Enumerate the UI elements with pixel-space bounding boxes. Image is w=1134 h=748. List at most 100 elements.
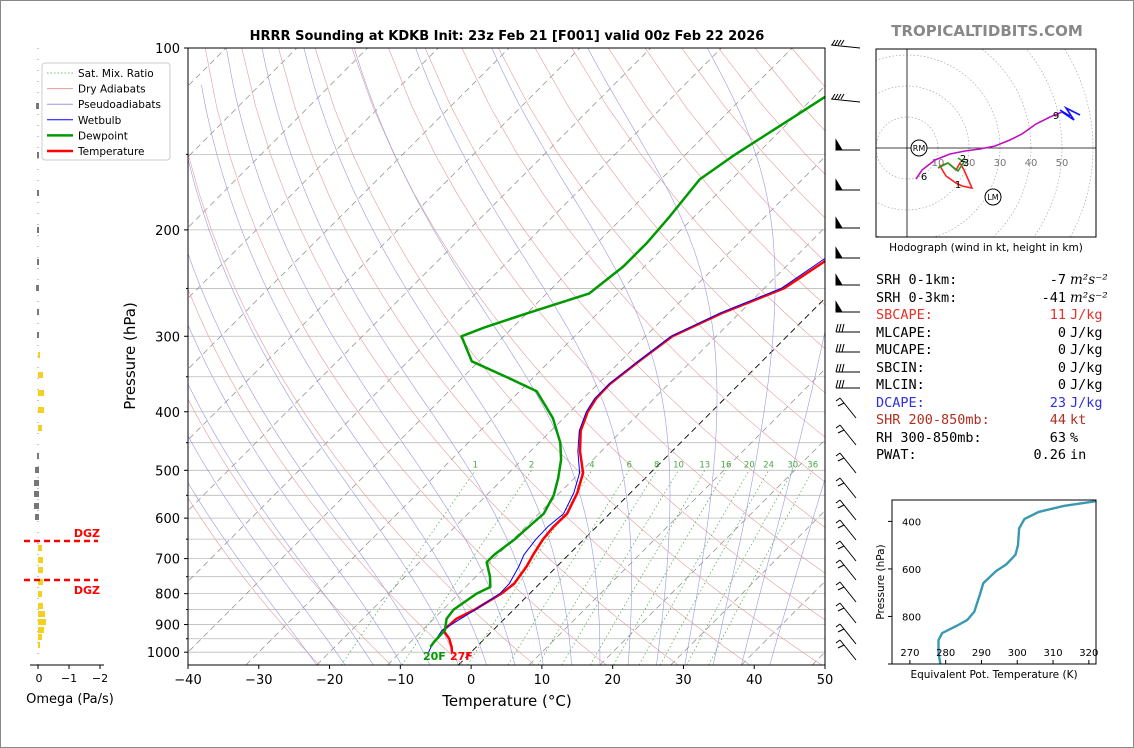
- legend-entry: Temperature: [77, 146, 145, 158]
- surface-dewpoint-label: 20F: [423, 650, 446, 663]
- theta-e-line: [937, 500, 1096, 664]
- skewt-legend: Sat. Mix. Ratio Dry Adiabats Pseudoadiabat…: [41, 62, 171, 161]
- param-row: SRH 0-1km: -7 m²s⁻²: [876, 272, 1126, 290]
- theta-e-xlabel: Equivalent Pot. Temperature (K): [910, 669, 1077, 681]
- param-row: MLCIN: 0 J/kg: [876, 377, 1126, 395]
- mixing-ratio-label: 24: [763, 460, 774, 470]
- param-value: 63: [1049, 429, 1066, 446]
- mixing-ratio-label: 4: [589, 460, 594, 470]
- omega-tick-1: −1: [61, 672, 77, 685]
- legend-entry: Dry Adiabats: [78, 84, 146, 96]
- mixing-ratio-label: 6: [627, 460, 632, 470]
- mixing-ratio-label: 1: [473, 460, 478, 470]
- param-label: MLCIN:: [876, 377, 925, 393]
- y-tick-label: 300: [155, 330, 180, 345]
- hodograph-height-label: 3: [963, 158, 969, 169]
- hodograph-marker-rm: RM: [913, 144, 926, 153]
- y-tick-label: 100: [155, 42, 180, 57]
- omega-tick-0: 0: [36, 672, 43, 685]
- x-tick-label: 20: [604, 673, 621, 688]
- param-row: SHR 200-850mb: 44 kt: [876, 412, 1126, 430]
- x-tick-label: 10: [534, 673, 551, 688]
- wind-barbs: [830, 39, 861, 661]
- param-row: PWAT: 0.26 in: [876, 447, 1126, 465]
- param-label: SBCIN:: [876, 359, 925, 376]
- mixing-ratio-label: 10: [673, 460, 684, 470]
- x-tick-label: −40: [174, 673, 201, 688]
- hodograph-ring-label: 50: [1056, 158, 1069, 169]
- y-tick-label: 700: [155, 553, 180, 568]
- param-value: 44: [1049, 412, 1066, 428]
- param-row: RH 300-850mb: 63%: [876, 430, 1126, 448]
- mixing-ratio-label: 13: [699, 460, 710, 470]
- param-value: 0: [1057, 377, 1066, 393]
- skewt-series: [428, 95, 825, 653]
- y-tick-label: 1000: [147, 646, 180, 661]
- y-tick-label: 900: [155, 619, 180, 634]
- legend-entry: Sat. Mix. Ratio: [78, 68, 154, 80]
- dgz-lower-label: DGZ: [74, 584, 100, 597]
- y-tick-label: 500: [155, 464, 180, 479]
- skewt-background-lines: 1 2 4 6 8 10 13 16 20 24 30 36: [188, 48, 825, 665]
- param-unit: J/kg: [1070, 394, 1103, 411]
- param-value: 0.26: [1033, 447, 1066, 463]
- param-label: SHR 200-850mb:: [876, 412, 990, 428]
- y-tick-label: 200: [155, 224, 180, 239]
- param-row: SBCIN: 0 J/kg: [876, 360, 1126, 378]
- sounding-parameters: SRH 0-1km: -7 m²s⁻² SRH 0-3km: -41 m²s⁻² SBCAP…: [876, 272, 1126, 465]
- y-tick-label: 400: [155, 406, 180, 421]
- param-row: SRH 0-3km: -41 m²s⁻²: [876, 290, 1126, 308]
- hodograph-height-label: 6: [921, 172, 927, 183]
- theta-e-x-tick: 270: [900, 648, 919, 659]
- param-unit: m²s⁻²: [1070, 272, 1108, 288]
- legend-entry: Wetbulb: [78, 115, 122, 127]
- param-label: SRH 0-3km:: [876, 289, 958, 306]
- skewt-ylabel: Pressure (hPa): [121, 302, 139, 410]
- legend-entry: Dewpoint: [78, 130, 128, 142]
- watermark: TROPICALTIDBITS.COM: [891, 22, 1083, 40]
- theta-e-ylabel: Pressure (hPa): [875, 544, 887, 619]
- param-value: -41: [1041, 289, 1066, 306]
- param-unit: kt: [1070, 412, 1087, 428]
- param-unit: J/kg: [1070, 377, 1103, 393]
- hodograph-height-label: 9: [1053, 111, 1059, 122]
- hodograph-caption: Hodograph (wind in kt, height in km): [889, 242, 1083, 254]
- omega-panel: DGZ DGZ 0 −1 −2 Omega (Pa/s): [24, 48, 114, 707]
- param-label: DCAPE:: [876, 394, 925, 411]
- hodograph-marker-lm: LM: [987, 193, 998, 202]
- omega-tick-2: −2: [92, 672, 108, 685]
- y-tick-label: 600: [155, 512, 180, 527]
- x-tick-label: 0: [467, 673, 475, 688]
- param-unit: m²s⁻²: [1070, 289, 1108, 306]
- param-value: 0: [1057, 359, 1066, 376]
- param-value: 0: [1057, 324, 1066, 341]
- param-label: PWAT:: [876, 447, 917, 463]
- theta-e-y-tick: 800: [902, 612, 921, 623]
- x-tick-label: −20: [316, 673, 343, 688]
- x-tick-label: 50: [817, 673, 834, 688]
- theta-e-x-tick: 310: [1044, 648, 1063, 659]
- skewt-title: HRRR Sounding at KDKB Init: 23z Feb 21 […: [250, 29, 765, 44]
- param-label: RH 300-850mb:: [876, 429, 982, 446]
- param-unit: J/kg: [1070, 359, 1103, 376]
- theta-e-x-tick: 320: [1079, 648, 1098, 659]
- param-value: 0: [1057, 342, 1066, 358]
- skewt-axes-frame: [187, 47, 826, 666]
- theta-e-panel: 270 280 290 300 310 320 400 600 800 Equivalent P…: [875, 499, 1098, 681]
- hodograph-ring-label: 20: [963, 158, 976, 169]
- hodograph-panel: 10 20 30 40 50 1 23 6 9 RM LM Hodograph (wind in k…: [875, 48, 1097, 254]
- theta-e-x-tick: 300: [1008, 648, 1027, 659]
- param-unit: in: [1070, 447, 1087, 463]
- mixing-ratio-label: 8: [654, 460, 659, 470]
- param-label: MLCAPE:: [876, 324, 933, 341]
- param-unit: %: [1070, 429, 1079, 446]
- param-value: 11: [1049, 307, 1066, 323]
- theta-e-x-tick: 280: [936, 648, 955, 659]
- mixing-ratio-label: 36: [807, 460, 818, 470]
- x-tick-label: 40: [746, 673, 763, 688]
- surface-temperature-label: 27F: [450, 650, 473, 663]
- series-dewpoint: [429, 95, 825, 648]
- param-value: 23: [1049, 394, 1066, 411]
- param-label: MUCAPE:: [876, 342, 933, 358]
